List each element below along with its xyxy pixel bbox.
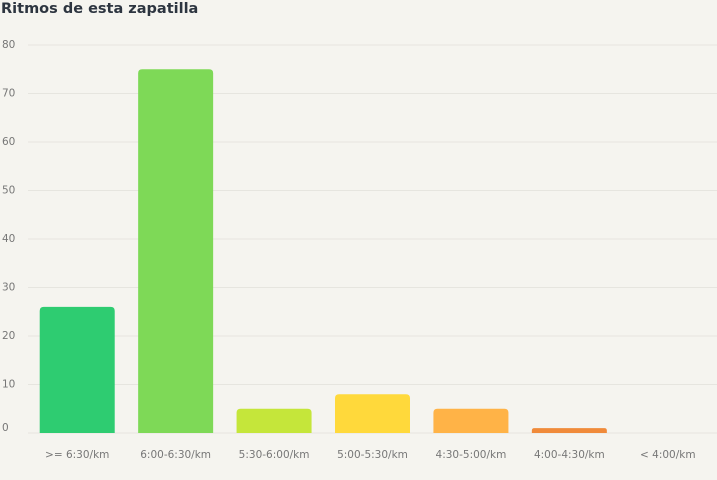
y-tick-label: 40 bbox=[2, 233, 15, 245]
y-tick-label: 0 bbox=[2, 422, 9, 434]
y-tick-label: 60 bbox=[2, 136, 15, 148]
x-tick-label: 5:00-5:30/km bbox=[337, 449, 408, 461]
bar bbox=[138, 69, 214, 433]
bar bbox=[335, 394, 410, 433]
bar bbox=[39, 306, 115, 433]
x-tick-label: 4:00-4:30/km bbox=[534, 449, 605, 461]
x-tick-label: < 4:00/km bbox=[640, 449, 696, 461]
y-tick-label: 50 bbox=[2, 185, 15, 197]
chart-title: Ritmos de esta zapatilla bbox=[1, 1, 198, 17]
bar bbox=[236, 408, 312, 433]
bar bbox=[433, 408, 509, 433]
x-tick-label: >= 6:30/km bbox=[45, 449, 109, 461]
x-tick-label: 6:00-6:30/km bbox=[140, 449, 211, 461]
y-tick-label: 10 bbox=[2, 379, 15, 391]
y-tick-label: 70 bbox=[2, 88, 15, 100]
y-tick-label: 30 bbox=[2, 282, 15, 294]
x-tick-label: 5:30-6:00/km bbox=[239, 449, 310, 461]
x-tick-label: 4:30-5:00/km bbox=[436, 449, 507, 461]
y-tick-label: 20 bbox=[2, 330, 15, 342]
y-tick-label: 80 bbox=[2, 39, 15, 51]
bar bbox=[531, 428, 607, 433]
